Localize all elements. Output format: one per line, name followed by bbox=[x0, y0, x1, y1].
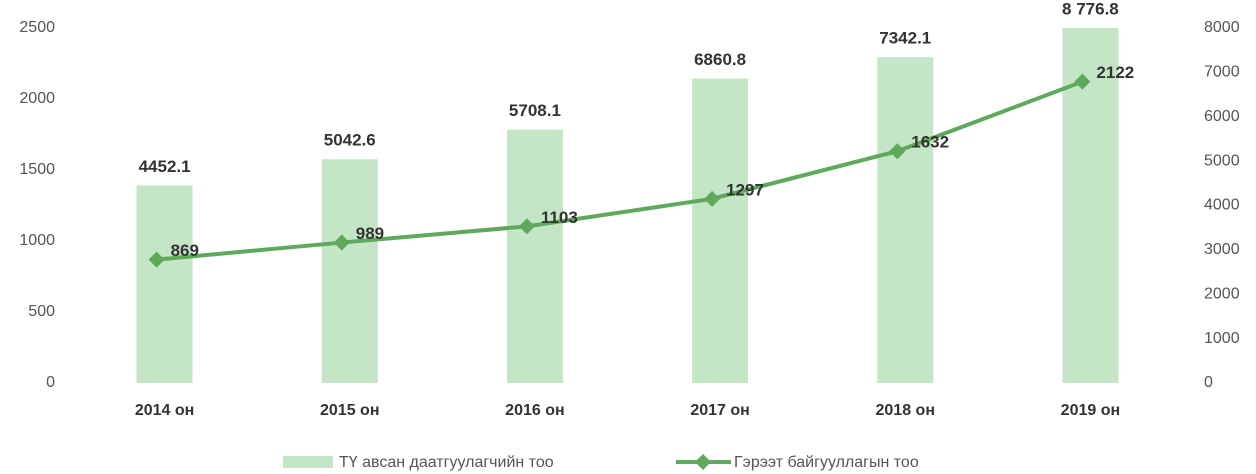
x-tick-label: 2018 он bbox=[876, 402, 935, 419]
legend-label: ТҮ авсан даатгуулагчийн тоо bbox=[339, 454, 554, 471]
x-tick-label: 2019 он bbox=[1061, 402, 1120, 419]
data-label: 2122 bbox=[1096, 63, 1134, 82]
bar bbox=[136, 185, 193, 383]
line-marker bbox=[889, 143, 906, 160]
line-marker bbox=[704, 190, 721, 207]
legend-swatch bbox=[283, 456, 333, 468]
x-tick-label: 2017 он bbox=[690, 402, 749, 419]
line-marker bbox=[333, 234, 350, 251]
y2-tick-label: 0 bbox=[1204, 374, 1213, 391]
y-tick-label: 1000 bbox=[19, 232, 55, 249]
line-marker bbox=[1074, 73, 1091, 90]
y2-tick-label: 8000 bbox=[1204, 19, 1240, 36]
bar bbox=[321, 159, 378, 383]
y2-tick-label: 7000 bbox=[1204, 64, 1240, 81]
y-tick-label: 0 bbox=[46, 374, 55, 391]
data-label: 1297 bbox=[726, 180, 764, 199]
x-tick-label: 2014 он bbox=[135, 402, 194, 419]
data-label: 989 bbox=[356, 224, 384, 243]
y2-tick-label: 1000 bbox=[1204, 330, 1240, 347]
y-tick-label: 500 bbox=[28, 303, 55, 320]
line-marker bbox=[518, 218, 535, 235]
bars bbox=[136, 28, 1119, 384]
line-marker bbox=[148, 251, 165, 268]
data-label: 1632 bbox=[911, 133, 949, 152]
bar bbox=[877, 57, 934, 384]
data-label: 6860.8 bbox=[694, 50, 746, 69]
y-tick-label: 2500 bbox=[19, 19, 55, 36]
data-label: 8 776.8 bbox=[1062, 0, 1119, 18]
y2-tick-label: 5000 bbox=[1204, 152, 1240, 169]
data-label: 1103 bbox=[541, 208, 578, 227]
x-tick-label: 2016 он bbox=[505, 402, 564, 419]
y2-tick-label: 4000 bbox=[1204, 197, 1240, 214]
data-label: 4452.1 bbox=[139, 157, 191, 176]
y-tick-label: 1500 bbox=[19, 161, 55, 178]
data-label: 7342.1 bbox=[879, 29, 931, 48]
data-label: 869 bbox=[171, 241, 199, 260]
bar bbox=[692, 78, 749, 383]
y2-tick-label: 3000 bbox=[1204, 241, 1240, 258]
y-tick-label: 2000 bbox=[19, 90, 55, 107]
bar bbox=[1062, 28, 1119, 383]
line bbox=[156, 79, 1084, 262]
legend-label: Гэрээт байгууллагын тоо bbox=[734, 454, 919, 471]
data-label: 5708.1 bbox=[509, 101, 561, 120]
data-label: 5042.6 bbox=[324, 131, 376, 150]
y2-tick-label: 6000 bbox=[1204, 108, 1240, 125]
y2-tick-label: 2000 bbox=[1204, 285, 1240, 302]
legend-swatch bbox=[695, 454, 711, 470]
bar bbox=[506, 129, 563, 383]
x-tick-label: 2015 он bbox=[320, 402, 379, 419]
